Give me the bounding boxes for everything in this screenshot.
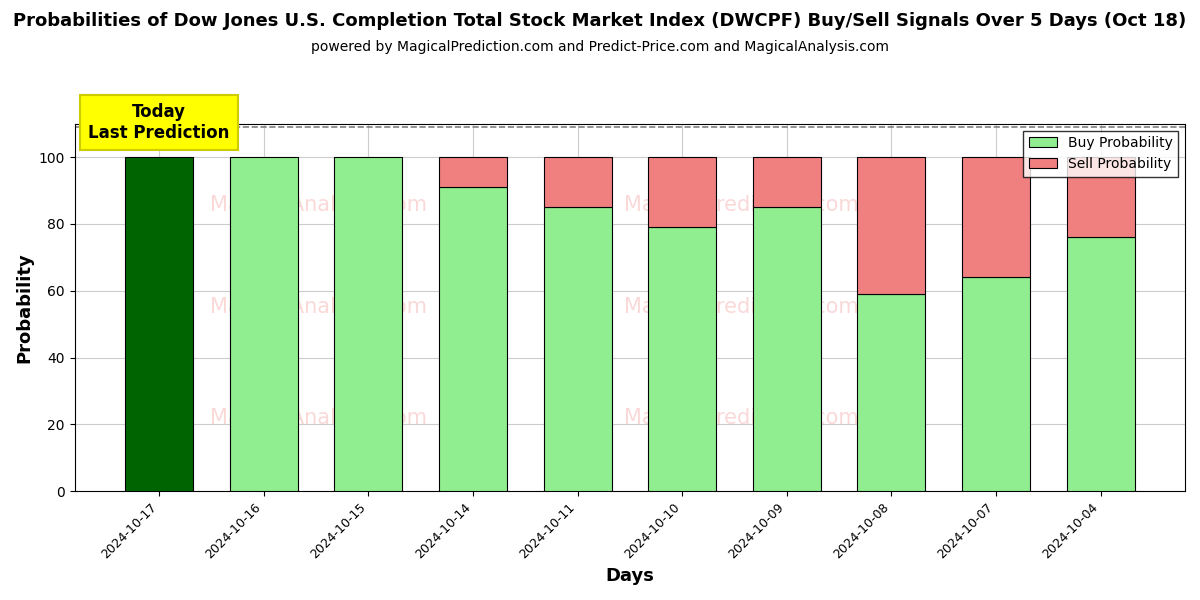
Text: MagicalAnalysis.com: MagicalAnalysis.com: [210, 194, 427, 215]
Bar: [857, 294, 925, 491]
Text: MagicalAnalysis.com: MagicalAnalysis.com: [210, 298, 427, 317]
Bar: [1067, 238, 1134, 491]
Text: MagicalPrediction.com: MagicalPrediction.com: [624, 298, 858, 317]
Bar: [439, 187, 506, 491]
Bar: [1067, 157, 1134, 238]
Bar: [648, 227, 716, 491]
Text: MagicalPrediction.com: MagicalPrediction.com: [624, 194, 858, 215]
Bar: [544, 157, 612, 207]
Bar: [229, 157, 298, 491]
Text: powered by MagicalPrediction.com and Predict-Price.com and MagicalAnalysis.com: powered by MagicalPrediction.com and Pre…: [311, 40, 889, 54]
X-axis label: Days: Days: [605, 567, 654, 585]
Text: Today
Last Prediction: Today Last Prediction: [89, 103, 230, 142]
Bar: [335, 157, 402, 491]
Bar: [857, 157, 925, 294]
Bar: [648, 157, 716, 227]
Bar: [962, 277, 1030, 491]
Text: MagicalPrediction.com: MagicalPrediction.com: [624, 408, 858, 428]
Bar: [752, 207, 821, 491]
Text: MagicalAnalysis.com: MagicalAnalysis.com: [210, 408, 427, 428]
Bar: [752, 157, 821, 207]
Bar: [125, 157, 193, 491]
Bar: [544, 207, 612, 491]
Text: Probabilities of Dow Jones U.S. Completion Total Stock Market Index (DWCPF) Buy/: Probabilities of Dow Jones U.S. Completi…: [13, 12, 1187, 30]
Y-axis label: Probability: Probability: [16, 252, 34, 363]
Bar: [439, 157, 506, 187]
Bar: [962, 157, 1030, 277]
Legend: Buy Probability, Sell Probability: Buy Probability, Sell Probability: [1024, 131, 1178, 177]
